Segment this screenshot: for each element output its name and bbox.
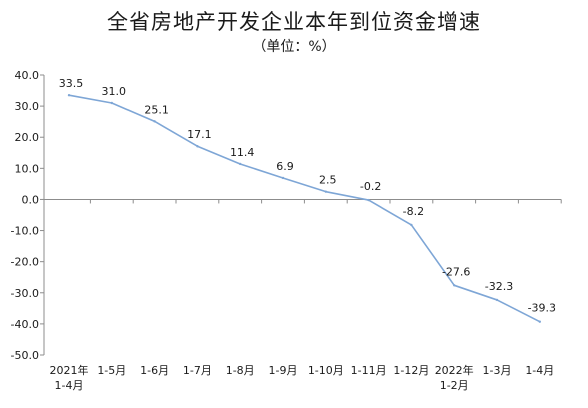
data-point <box>495 298 499 302</box>
data-point <box>538 320 541 323</box>
chart-subtitle: （单位：%） <box>252 39 336 55</box>
y-tick-label: -40.0 <box>11 318 39 331</box>
x-tick-label: 1-12月 <box>393 364 429 377</box>
data-point <box>453 284 456 287</box>
data-label: -8.2 <box>403 205 424 218</box>
y-tick-label: 30.0 <box>15 100 40 113</box>
data-label: 2.5 <box>319 174 337 187</box>
data-label: 33.5 <box>59 77 84 90</box>
x-tick-label: 1-11月 <box>351 364 387 377</box>
data-label: 17.1 <box>187 128 212 141</box>
y-tick-label: 0.0 <box>22 193 40 206</box>
x-tick-label: 1-5月 <box>97 364 126 377</box>
data-point <box>324 190 327 193</box>
data-point <box>110 101 114 105</box>
y-tick-label: -30.0 <box>11 287 39 300</box>
x-tick-label: 2021年 <box>50 363 89 377</box>
x-tick-label: 1-2月 <box>440 379 469 392</box>
data-label: -32.3 <box>485 280 513 293</box>
series-line <box>68 94 541 323</box>
data-label: 25.1 <box>144 103 169 116</box>
data-label: 31.0 <box>102 85 127 98</box>
x-tick-label: 1-10月 <box>308 364 344 377</box>
y-tick-label: 20.0 <box>15 131 40 144</box>
data-point <box>410 223 413 227</box>
data-label: 11.4 <box>230 146 255 159</box>
y-tick-label: 40.0 <box>15 69 40 82</box>
x-tick-label: 1-8月 <box>226 364 255 377</box>
y-tick-label: -10.0 <box>11 225 39 238</box>
data-point <box>196 145 199 148</box>
data-label: -27.6 <box>442 265 470 278</box>
x-tick-label: 2022年 <box>435 363 474 377</box>
data-point <box>239 162 242 166</box>
y-tick-label: -50.0 <box>11 349 39 362</box>
x-tick-label: 1-6月 <box>140 364 169 377</box>
data-point <box>67 94 71 97</box>
x-tick-label: 1-3月 <box>483 364 512 377</box>
x-tick-label: 1-4月 <box>525 364 554 377</box>
data-point <box>367 198 370 202</box>
x-tick-label: 1-4月 <box>55 379 84 392</box>
data-label: -39.3 <box>528 302 556 315</box>
data-label: 6.9 <box>276 160 294 173</box>
data-point <box>281 176 285 180</box>
y-tick-label: 10.0 <box>15 162 40 175</box>
data-point <box>153 120 156 123</box>
y-tick-label: -20.0 <box>11 256 39 269</box>
chart-title: 全省房地产开发企业本年到位资金增速 <box>107 10 481 34</box>
x-tick-label: 1-7月 <box>183 364 212 377</box>
x-tick-label: 1-9月 <box>269 364 298 377</box>
data-label: -0.2 <box>360 180 381 193</box>
